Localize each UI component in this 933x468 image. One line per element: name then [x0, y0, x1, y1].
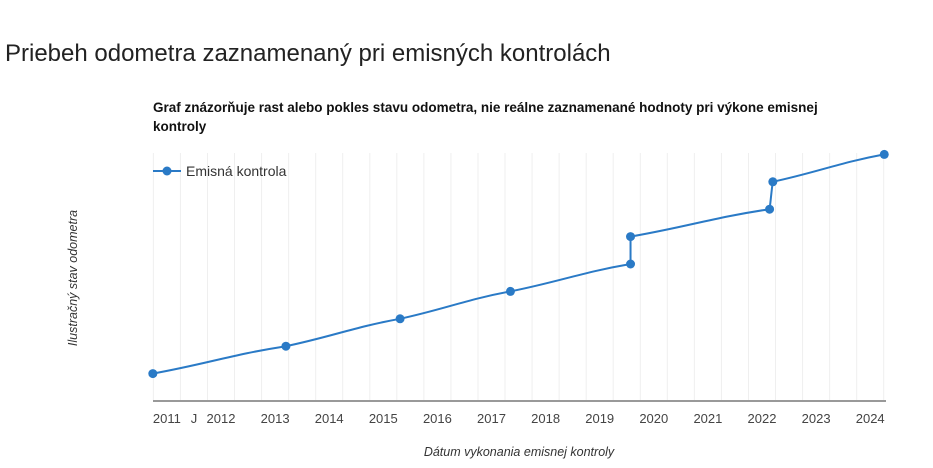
data-point[interactable]: [148, 369, 158, 379]
x-tick-label: 2012: [207, 411, 236, 426]
series-line: [152, 153, 885, 375]
series-points: [148, 149, 889, 379]
x-tick-labels: 2011 J 2012 2013 2014 2015 2016 2017 2018 2019 202…: [153, 411, 885, 426]
legend-item[interactable]: Emisná kontrola: [153, 163, 287, 179]
y-axis-title: Ilustračný stav odometra: [66, 210, 80, 346]
x-tick-label: J: [191, 411, 198, 426]
data-point[interactable]: [626, 259, 636, 269]
data-point[interactable]: [395, 314, 405, 324]
data-point[interactable]: [765, 204, 775, 214]
legend-label: Emisná kontrola: [186, 163, 287, 179]
data-point[interactable]: [879, 149, 889, 159]
x-tick-label: 2016: [423, 411, 452, 426]
x-tick-label: 2017: [477, 411, 506, 426]
x-tick-label: 2021: [693, 411, 722, 426]
legend-marker-icon: [162, 166, 172, 176]
grid-lines: [152, 153, 885, 400]
x-tick-label: 2022: [748, 411, 777, 426]
x-tick-label: 2018: [531, 411, 560, 426]
data-point[interactable]: [626, 232, 636, 242]
x-tick-label: 2020: [639, 411, 668, 426]
x-axis-title: Dátum vykonania emisnej kontroly: [424, 445, 615, 459]
x-tick-label: 2024: [856, 411, 885, 426]
x-tick-label: 2023: [802, 411, 831, 426]
chart-title: Graf znázorňuje rast alebo pokles stavu …: [153, 100, 818, 134]
x-tick-label: 2015: [369, 411, 398, 426]
page-title: Priebeh odometra zaznamenaný pri emisnýc…: [5, 40, 611, 67]
data-point[interactable]: [281, 341, 291, 351]
x-tick-label: 2011: [153, 411, 181, 426]
x-tick-label: 2019: [585, 411, 614, 426]
data-point[interactable]: [768, 177, 778, 187]
x-tick-label: 2014: [315, 411, 344, 426]
x-tick-label: 2013: [261, 411, 290, 426]
data-point[interactable]: [505, 286, 515, 296]
